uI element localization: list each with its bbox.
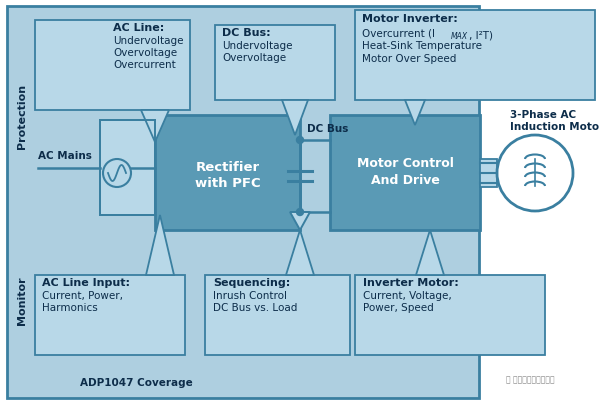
Bar <box>155 116 300 230</box>
Polygon shape <box>146 215 174 275</box>
Text: Undervoltage: Undervoltage <box>113 36 184 46</box>
Text: Heat-Sink Temperature: Heat-Sink Temperature <box>362 41 482 51</box>
Bar <box>205 275 350 355</box>
Text: Sequencing:: Sequencing: <box>213 277 290 287</box>
Text: ADP1047 Coverage: ADP1047 Coverage <box>80 377 193 387</box>
Text: DC Bus:: DC Bus: <box>222 28 271 38</box>
Text: Motor Over Speed: Motor Over Speed <box>362 54 457 64</box>
Bar <box>215 26 335 101</box>
Text: MAX: MAX <box>451 32 468 41</box>
Bar <box>35 275 185 355</box>
Text: Monitor: Monitor <box>17 276 27 324</box>
Circle shape <box>296 209 304 216</box>
Bar <box>355 11 595 101</box>
Polygon shape <box>405 101 425 126</box>
Text: AC Line Input:: AC Line Input: <box>42 277 130 287</box>
Bar <box>330 116 480 230</box>
Text: AC Mains: AC Mains <box>38 151 92 161</box>
Text: Power, Speed: Power, Speed <box>363 302 434 312</box>
Text: Inrush Control: Inrush Control <box>213 290 287 300</box>
Text: with PFC: with PFC <box>195 177 261 190</box>
Text: Protection: Protection <box>17 83 27 148</box>
Text: Inverter Motor:: Inverter Motor: <box>363 277 459 287</box>
Text: Harmonics: Harmonics <box>42 302 98 312</box>
Text: 3-Phase AC
Induction Motor: 3-Phase AC Induction Motor <box>510 110 600 132</box>
Text: DC Bus vs. Load: DC Bus vs. Load <box>213 302 298 312</box>
Bar <box>100 121 165 215</box>
Bar <box>35 21 190 111</box>
Bar <box>355 275 545 355</box>
Bar <box>7 7 479 398</box>
Bar <box>480 160 497 188</box>
Text: Overcurrent: Overcurrent <box>113 60 176 70</box>
Text: AC Line:: AC Line: <box>113 23 164 33</box>
Circle shape <box>296 137 304 144</box>
Text: Motor Control: Motor Control <box>356 157 454 170</box>
Text: Undervoltage: Undervoltage <box>222 41 293 51</box>
Polygon shape <box>282 101 308 136</box>
Text: And Drive: And Drive <box>371 174 439 187</box>
Text: DC Bus: DC Bus <box>307 124 349 134</box>
Text: 📶 电机控制设计加油站: 📶 电机控制设计加油站 <box>506 374 555 383</box>
Text: Rectifier: Rectifier <box>196 161 260 174</box>
Text: Current, Voltage,: Current, Voltage, <box>363 290 452 300</box>
Polygon shape <box>286 230 314 275</box>
Text: Overvoltage: Overvoltage <box>222 53 286 63</box>
Polygon shape <box>290 213 310 230</box>
Text: Overvoltage: Overvoltage <box>113 48 177 58</box>
Text: Overcurrent (I: Overcurrent (I <box>362 28 435 38</box>
Text: Motor Inverter:: Motor Inverter: <box>362 14 458 24</box>
Text: , I²T): , I²T) <box>469 31 493 41</box>
Polygon shape <box>141 111 169 143</box>
Text: Current, Power,: Current, Power, <box>42 290 123 300</box>
Polygon shape <box>416 230 444 275</box>
